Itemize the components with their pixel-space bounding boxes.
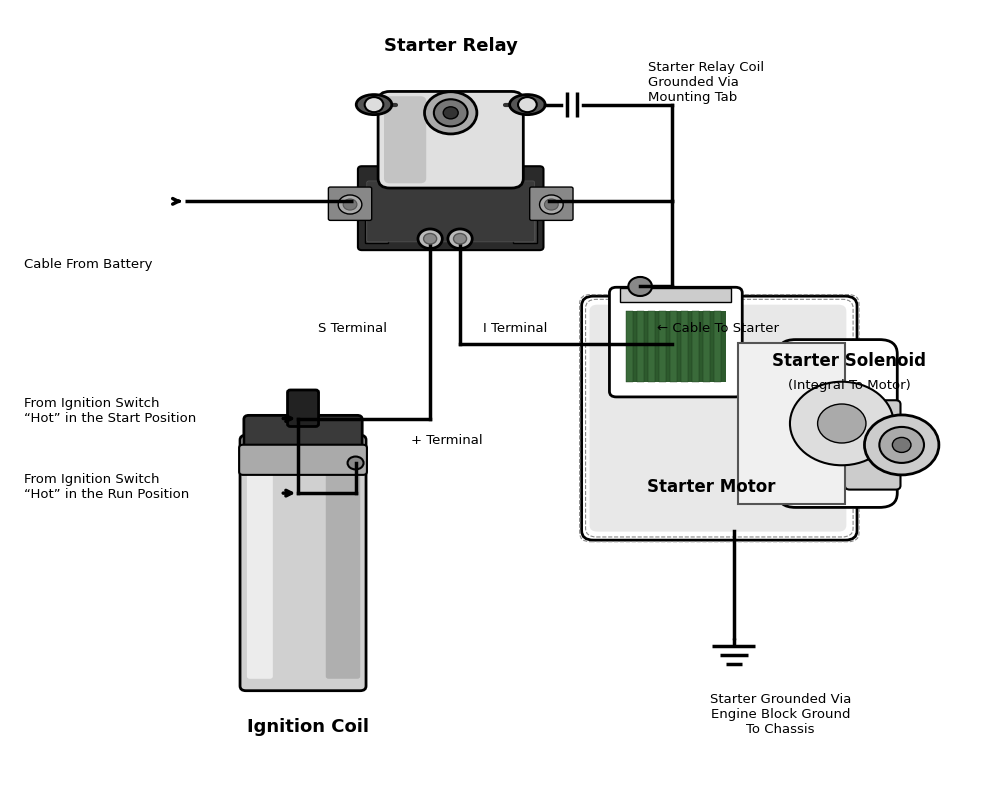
Text: Ignition Coil: Ignition Coil [247, 718, 369, 736]
Ellipse shape [356, 94, 392, 114]
Circle shape [518, 97, 537, 112]
Bar [364, 216, 388, 243]
Text: Starter Solenoid: Starter Solenoid [772, 352, 927, 371]
Circle shape [629, 277, 652, 296]
FancyBboxPatch shape [378, 91, 524, 188]
Text: Starter Grounded Via
Engine Block Ground
To Chassis: Starter Grounded Via Engine Block Ground… [710, 693, 851, 736]
Circle shape [424, 233, 437, 244]
Circle shape [344, 199, 357, 210]
Text: ← Cable To Starter: ← Cable To Starter [657, 321, 779, 335]
Circle shape [364, 97, 383, 112]
Circle shape [540, 195, 563, 214]
FancyBboxPatch shape [358, 166, 544, 250]
Bar [627, 311, 726, 382]
Ellipse shape [510, 94, 545, 114]
Bar [621, 288, 732, 302]
Bar [739, 343, 845, 504]
FancyBboxPatch shape [589, 304, 846, 531]
FancyBboxPatch shape [844, 400, 901, 490]
Circle shape [818, 404, 866, 443]
Text: From Ignition Switch
“Hot” in the Start Position: From Ignition Switch “Hot” in the Start … [25, 397, 197, 425]
FancyBboxPatch shape [326, 449, 360, 679]
Bar [715, 311, 721, 382]
FancyBboxPatch shape [530, 187, 573, 221]
Text: S Terminal: S Terminal [318, 321, 387, 335]
FancyBboxPatch shape [582, 296, 857, 540]
Circle shape [434, 99, 467, 126]
FancyBboxPatch shape [384, 96, 427, 183]
Circle shape [418, 229, 443, 248]
Bar [638, 311, 644, 382]
Circle shape [544, 199, 558, 210]
Circle shape [790, 382, 894, 465]
FancyBboxPatch shape [240, 445, 367, 475]
Text: Starter Relay: Starter Relay [384, 38, 518, 55]
Text: I Terminal: I Terminal [482, 321, 546, 335]
Text: Starter Relay Coil
Grounded Via
Mounting Tab: Starter Relay Coil Grounded Via Mounting… [647, 61, 763, 104]
FancyBboxPatch shape [287, 390, 319, 427]
Circle shape [339, 195, 362, 214]
Circle shape [864, 415, 939, 475]
Bar [513, 216, 537, 243]
Bar [659, 311, 666, 382]
FancyBboxPatch shape [778, 340, 897, 507]
FancyBboxPatch shape [366, 181, 535, 242]
Circle shape [879, 427, 924, 463]
FancyBboxPatch shape [329, 187, 371, 221]
FancyBboxPatch shape [244, 415, 362, 458]
Bar [704, 311, 710, 382]
Text: + Terminal: + Terminal [411, 435, 483, 447]
Bar [692, 311, 699, 382]
Bar [627, 311, 633, 382]
Circle shape [892, 437, 911, 452]
Circle shape [425, 92, 477, 134]
Text: Starter Motor: Starter Motor [647, 478, 776, 495]
Bar [681, 311, 688, 382]
FancyBboxPatch shape [247, 449, 273, 679]
Bar [670, 311, 677, 382]
Text: (Integral To Motor): (Integral To Motor) [788, 379, 911, 392]
Circle shape [347, 456, 363, 470]
Circle shape [447, 229, 472, 248]
FancyBboxPatch shape [240, 435, 366, 690]
Bar [648, 311, 654, 382]
Circle shape [453, 233, 466, 244]
Text: Cable From Battery: Cable From Battery [25, 258, 152, 271]
FancyBboxPatch shape [610, 288, 742, 397]
Text: From Ignition Switch
“Hot” in the Run Position: From Ignition Switch “Hot” in the Run Po… [25, 473, 190, 501]
Circle shape [444, 107, 458, 119]
